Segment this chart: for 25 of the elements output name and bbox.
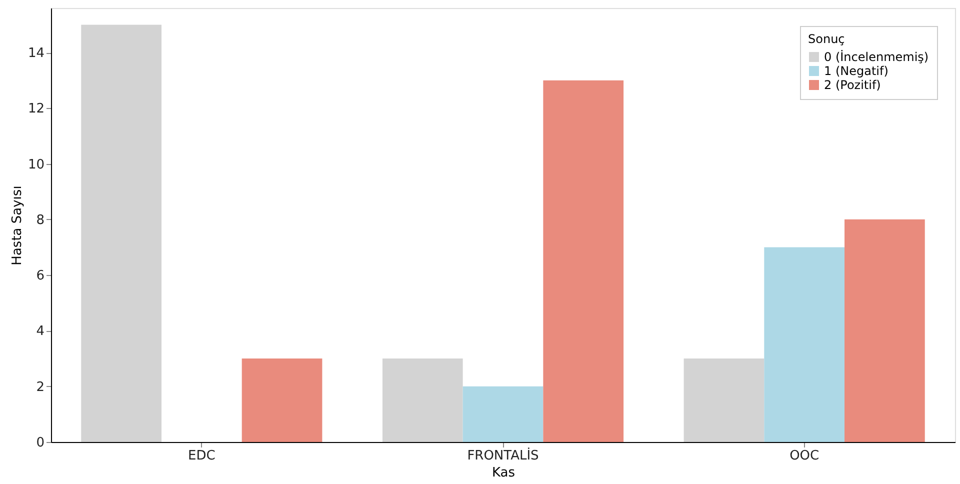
x-tick-label: EDC <box>188 448 216 464</box>
x-axis-title: Kas <box>492 466 516 480</box>
bar <box>81 24 162 442</box>
y-tick-label: 6 <box>36 268 44 284</box>
legend-label: 2 (Pozitif) <box>824 78 881 92</box>
y-tick-label: 0 <box>36 436 44 450</box>
bar <box>382 358 463 442</box>
bar <box>844 219 925 442</box>
legend-title: Sonuç <box>808 32 845 46</box>
y-tick-label: 12 <box>28 102 44 117</box>
y-tick-label: 8 <box>36 212 44 228</box>
y-tick-label: 14 <box>28 46 44 62</box>
bar <box>684 358 764 442</box>
bar <box>242 358 322 442</box>
legend-label: 0 (İncelenmemiş) <box>824 50 929 64</box>
y-tick-label: 10 <box>28 157 44 172</box>
y-tick-label: 4 <box>36 324 44 340</box>
bar <box>543 80 624 442</box>
x-tick-label: FRONTALİS <box>467 448 539 464</box>
y-axis-title: Hasta Sayısı <box>10 186 25 266</box>
legend-label: 1 (Negatif) <box>824 64 888 78</box>
y-tick-label: 2 <box>36 380 44 395</box>
bar <box>764 247 845 442</box>
x-tick-label: OOC <box>790 448 820 464</box>
bar <box>462 386 544 442</box>
